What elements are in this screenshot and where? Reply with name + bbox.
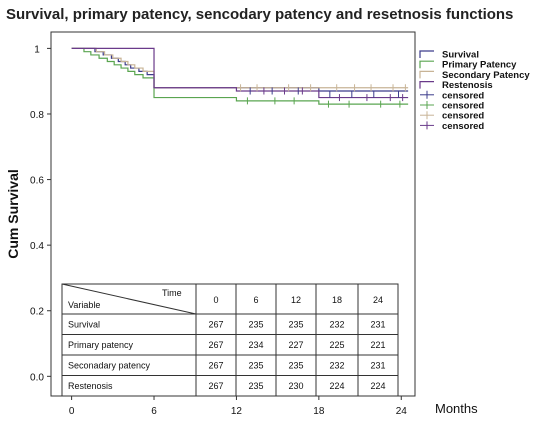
series-layer (71, 47, 409, 105)
risk-table-cell: 221 (370, 340, 385, 350)
legend-label: censored (442, 121, 484, 132)
legend-swatch (419, 60, 434, 69)
risk-table-cell: 235 (288, 319, 303, 329)
risk-table-cell: 232 (329, 360, 344, 370)
risk-table-cell: 235 (288, 360, 303, 370)
y-tick-label: 0.6 (30, 176, 44, 187)
risk-table-col-header: 6 (253, 295, 258, 305)
risk-table-row-label: Survival (68, 319, 100, 329)
risk-table-cell: 267 (208, 340, 223, 350)
legend-label: Restenosis (442, 80, 493, 91)
x-tick-label: 0 (69, 406, 75, 417)
risk-table-cell: 231 (370, 360, 385, 370)
y-axis-label: Cum Survival (5, 169, 21, 258)
x-tick-label: 18 (313, 406, 325, 417)
legend-label: censored (442, 101, 484, 112)
legend-label: censored (442, 111, 484, 122)
risk-table-col-header: 0 (213, 295, 218, 305)
risk-table-frame (61, 283, 399, 397)
y-tick-label: 0.8 (30, 110, 44, 121)
legend-label: Primary Patency (442, 60, 517, 71)
y-tick-label: 0.2 (30, 307, 44, 318)
risk-table-cell: 235 (248, 381, 263, 391)
risk-table-row-label: Seconadary patency (68, 360, 151, 370)
x-axis-label: Months (435, 401, 478, 416)
risk-table-cell: 231 (370, 319, 385, 329)
chart-title: Survival, primary patency, sencodary pat… (6, 6, 514, 23)
risk-table-row-label: Restenosis (68, 381, 113, 391)
x-axis: 0 6 12 18 24 (69, 396, 407, 417)
y-axis: 1 0.8 0.6 0.4 0.2 0.0 (30, 44, 51, 383)
y-tick-label: 0.0 (30, 372, 44, 383)
risk-table-col-header: 18 (332, 295, 342, 305)
risk-table-cell: 267 (208, 319, 223, 329)
risk-table-cell: 267 (208, 381, 223, 391)
risk-table-cell: 224 (329, 381, 344, 391)
legend-swatch (419, 50, 434, 58)
legend-swatch (419, 81, 434, 89)
y-tick-label: 1 (34, 44, 40, 55)
risk-table-cell: 267 (208, 360, 223, 370)
risk-table-row-label: Primary patency (68, 340, 134, 350)
series-line-restenosis (71, 47, 409, 99)
risk-table: Time Variable 0 6 12 18 24 Survival 267 235 235 232… (61, 283, 399, 397)
risk-table-cell: 235 (248, 360, 263, 370)
series-line-primary-patency (71, 47, 409, 105)
series-line-survival (71, 47, 409, 92)
y-tick-label: 0.4 (30, 241, 44, 252)
risk-table-diagonal (61, 283, 197, 315)
x-tick-label: 24 (396, 406, 408, 417)
risk-table-corner-time: Time (162, 288, 182, 298)
x-tick-label: 12 (231, 406, 243, 417)
risk-table-cell: 224 (370, 381, 385, 391)
risk-table-col-header: 24 (373, 295, 383, 305)
risk-table-cell: 230 (288, 381, 303, 391)
risk-table-cell: 232 (329, 319, 344, 329)
legend-label: censored (442, 90, 484, 101)
risk-table-cell: 227 (288, 340, 303, 350)
x-tick-label: 6 (151, 406, 157, 417)
legend-label: Secondary Patency (442, 70, 530, 81)
risk-table-cell: 225 (329, 340, 344, 350)
series-line-secondary-patency (71, 47, 409, 89)
legend-swatch (419, 70, 434, 79)
risk-table-col-header: 12 (291, 295, 301, 305)
risk-table-corner-variable: Variable (68, 300, 100, 310)
risk-table-cell: 234 (248, 340, 263, 350)
legend-label: Survival (442, 50, 479, 61)
risk-table-cell: 235 (248, 319, 263, 329)
censor-layer (240, 84, 406, 108)
